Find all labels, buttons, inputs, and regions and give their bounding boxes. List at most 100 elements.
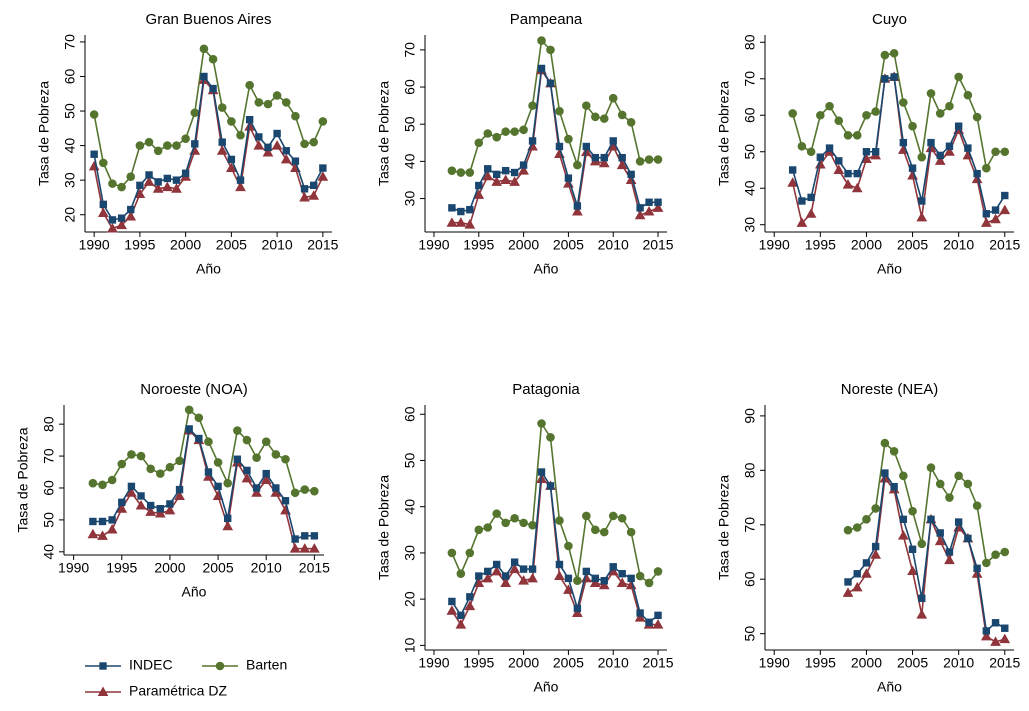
marker <box>907 565 918 576</box>
x-axis-label: Año <box>877 679 902 695</box>
marker <box>146 464 155 474</box>
marker <box>870 549 882 559</box>
marker <box>501 518 510 528</box>
marker <box>300 139 309 149</box>
series-line <box>451 68 659 226</box>
x-tick-label: 2005 <box>202 560 233 576</box>
x-axis-label: Año <box>182 584 207 600</box>
marker <box>897 530 909 540</box>
marker <box>509 563 520 574</box>
marker <box>510 127 519 136</box>
marker <box>609 137 617 145</box>
marker <box>899 515 908 524</box>
marker <box>116 503 128 513</box>
marker <box>456 168 466 177</box>
marker <box>299 543 311 553</box>
marker <box>185 425 193 433</box>
marker <box>582 142 591 151</box>
marker <box>982 210 991 218</box>
y-tick-label: 40 <box>402 499 418 515</box>
marker <box>851 581 863 592</box>
marker <box>600 153 608 162</box>
marker <box>590 112 600 122</box>
marker <box>964 534 972 543</box>
y-axis-label: Tasa de Pobreza <box>376 81 392 186</box>
marker <box>154 507 166 518</box>
marker <box>564 174 573 182</box>
marker <box>936 151 944 160</box>
marker <box>145 506 157 516</box>
marker <box>254 98 264 107</box>
marker <box>126 487 137 497</box>
x-tick-label: 2010 <box>598 655 629 671</box>
marker <box>572 206 583 216</box>
x-tick-label: 2005 <box>553 237 584 253</box>
x-axis-label: Año <box>877 261 902 277</box>
marker <box>118 498 126 507</box>
marker <box>871 504 880 513</box>
marker <box>309 137 319 147</box>
marker <box>918 197 926 205</box>
marker <box>510 558 519 566</box>
marker <box>501 572 510 580</box>
marker <box>844 169 852 178</box>
marker <box>816 153 825 161</box>
marker <box>644 155 654 164</box>
marker <box>156 505 164 513</box>
marker <box>175 456 184 466</box>
marker <box>945 142 954 150</box>
marker <box>233 426 242 435</box>
marker <box>251 487 262 497</box>
y-axis-label: Tasa de Pobreza <box>716 475 732 580</box>
marker <box>491 565 503 576</box>
marker <box>107 223 118 233</box>
marker <box>862 559 871 567</box>
marker <box>844 578 852 586</box>
marker <box>645 618 653 626</box>
marker <box>982 163 991 173</box>
marker <box>127 482 136 491</box>
marker <box>527 572 538 583</box>
marker <box>271 450 281 459</box>
marker <box>609 563 617 571</box>
marker <box>627 574 635 583</box>
marker <box>281 454 290 464</box>
marker <box>98 480 107 490</box>
marker <box>797 141 807 151</box>
marker <box>798 197 806 205</box>
marker <box>555 106 564 116</box>
y-tick-label: 70 <box>402 42 418 58</box>
marker <box>916 609 928 619</box>
marker <box>448 204 456 212</box>
marker <box>842 587 854 597</box>
x-tick-label: 2015 <box>642 237 673 253</box>
marker <box>852 523 862 532</box>
y-tick-label: 30 <box>402 191 418 207</box>
marker <box>466 593 474 601</box>
series-line <box>451 421 659 585</box>
marker <box>127 205 135 214</box>
marker <box>483 523 493 532</box>
marker <box>842 179 854 189</box>
marker <box>144 137 154 147</box>
marker <box>97 207 109 217</box>
marker <box>466 205 474 214</box>
marker <box>944 146 955 156</box>
marker <box>465 168 475 177</box>
marker <box>308 190 320 200</box>
marker <box>491 176 503 186</box>
marker <box>226 162 237 173</box>
marker <box>917 152 927 162</box>
y-tick-label: 60 <box>62 68 78 84</box>
marker <box>617 513 627 523</box>
marker <box>166 500 174 508</box>
marker <box>310 181 318 190</box>
marker <box>291 157 300 165</box>
panel-title: Noroeste (NOA) <box>140 381 248 398</box>
marker <box>991 206 1000 214</box>
y-tick-label: 30 <box>62 172 78 188</box>
marker <box>137 492 145 500</box>
marker <box>881 75 889 83</box>
x-tick-label: 2000 <box>851 655 882 671</box>
marker <box>272 91 282 100</box>
